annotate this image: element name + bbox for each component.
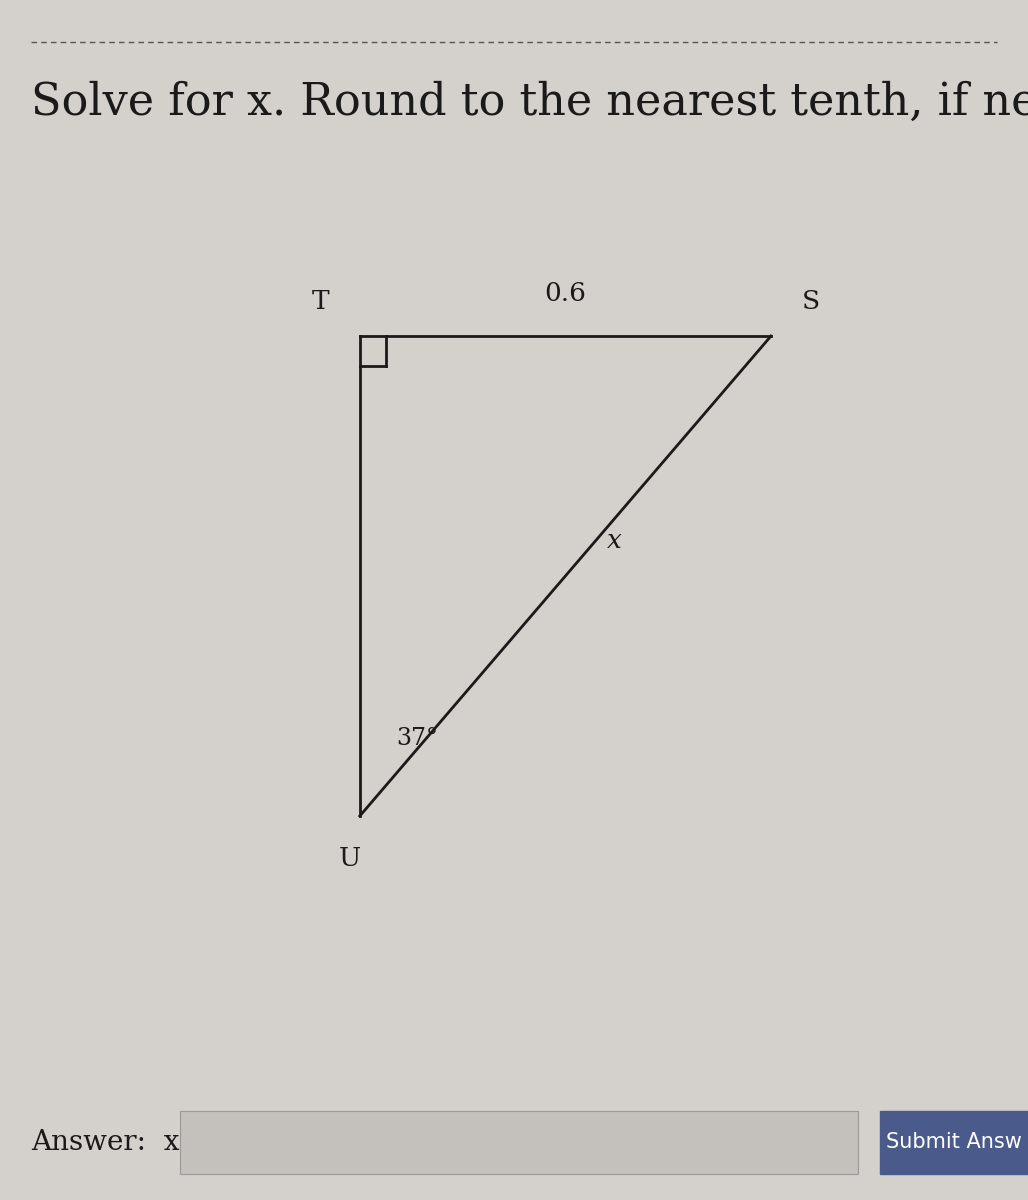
Text: Submit Answ: Submit Answ: [886, 1133, 1022, 1152]
Text: 0.6: 0.6: [545, 281, 586, 306]
Text: S: S: [802, 289, 820, 314]
Text: Solve for x. Round to the nearest tenth, if necessary.: Solve for x. Round to the nearest tenth,…: [31, 80, 1028, 124]
Text: T: T: [311, 289, 329, 314]
Text: Answer:  x =: Answer: x =: [31, 1129, 212, 1156]
Text: U: U: [338, 846, 361, 871]
Bar: [0, 1098, 1028, 1200]
Text: 37°: 37°: [396, 727, 438, 750]
FancyBboxPatch shape: [180, 1111, 858, 1174]
FancyBboxPatch shape: [880, 1111, 1028, 1174]
Text: x: x: [607, 528, 621, 552]
